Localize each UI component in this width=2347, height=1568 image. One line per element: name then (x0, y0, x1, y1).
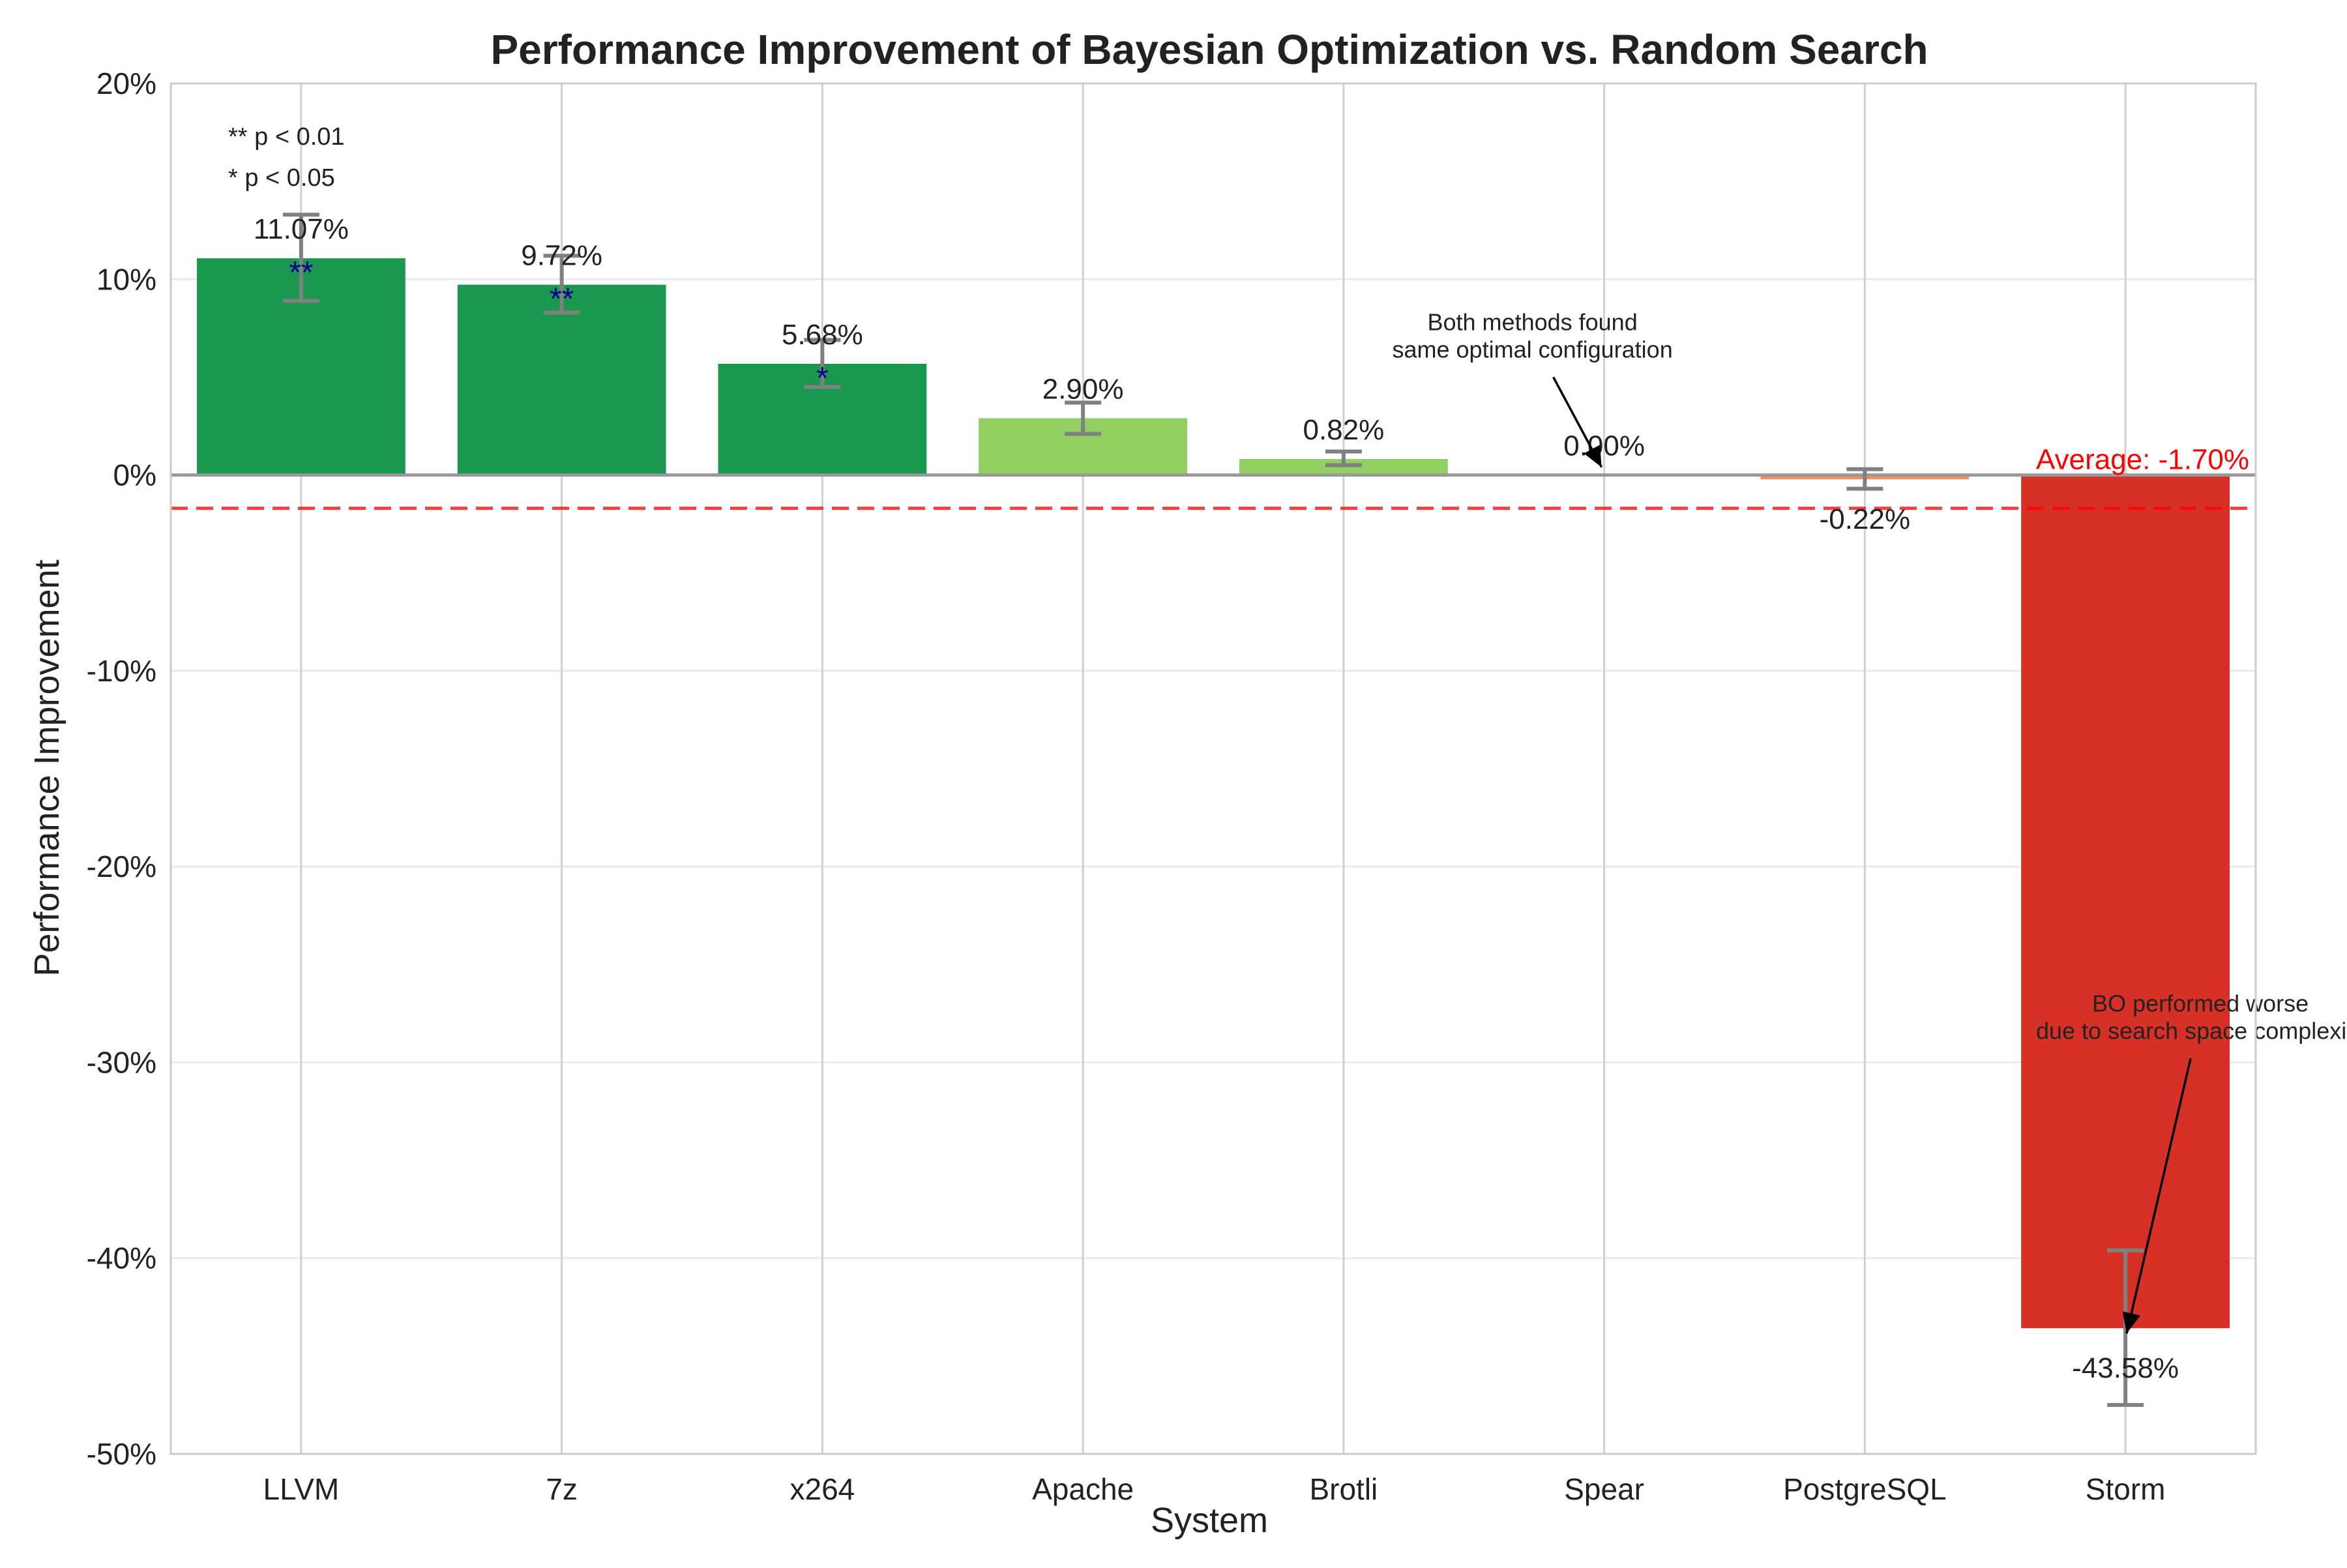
bar (2021, 475, 2230, 1329)
significance-legend-2: * p < 0.05 (228, 164, 335, 192)
labels-layer: Average: -1.70% 11.07% 9.72% 5.68% 2.90% 0.82… (254, 213, 2249, 1384)
x-tick-label: LLVM (263, 1472, 339, 1506)
x-tick-label: Storm (2086, 1472, 2166, 1506)
chart-title: Performance Improvement of Bayesian Opti… (490, 26, 1928, 73)
x-axis-label: System (1151, 1501, 1268, 1540)
annotation-text: same optimal configuration (1393, 336, 1673, 362)
bars-layer (171, 258, 2256, 1329)
error-bars-layer (282, 213, 2144, 1407)
x-tick-label: Spear (1564, 1472, 1644, 1506)
bar-value-label: 0.00% (1563, 430, 1645, 462)
significance-marker: ** (289, 256, 313, 290)
bar-value-label: 11.07% (254, 213, 349, 245)
y-tick-label: 0% (113, 458, 156, 492)
x-tick-label: 7z (546, 1472, 578, 1506)
y-tick-label: -50% (87, 1437, 156, 1471)
grid-layer (171, 82, 2256, 1455)
annotation-text: Both methods found (1428, 308, 1638, 335)
average-label: Average: -1.70% (2036, 444, 2249, 476)
bar-value-label: 0.82% (1303, 414, 1384, 446)
y-tick-label: 20% (96, 67, 156, 100)
annotation-text: due to search space complexity (2036, 1017, 2347, 1044)
x-tick-label: PostgreSQL (1783, 1472, 1947, 1506)
plot-frame (170, 82, 2257, 1455)
y-tick-label: -40% (87, 1241, 156, 1275)
bar-value-label: -43.58% (2072, 1352, 2179, 1384)
x-tick-label: x264 (790, 1472, 855, 1506)
y-tick-label: -10% (87, 654, 156, 688)
bar-value-label: 2.90% (1042, 373, 1124, 405)
significance-marker: * (816, 361, 829, 396)
bar-value-label: -0.22% (1820, 503, 1910, 535)
annotation-text: BO performed worse (2092, 990, 2309, 1016)
bar-value-label: 9.72% (521, 240, 602, 272)
y-tick-label: -20% (87, 850, 156, 883)
significance-legend-1: ** p < 0.01 (228, 123, 345, 151)
y-tick-label: 10% (96, 262, 156, 296)
x-tick-label: Apache (1032, 1472, 1134, 1506)
annotation-arrow (2122, 1058, 2192, 1334)
y-axis-label: Performance Improvement (27, 559, 66, 976)
axes-layer: 20% 10% 0% -10% -20% -30% -40% -50% LLVM 7z x264 Ap… (87, 67, 2257, 1506)
significance-marker: ** (550, 282, 574, 317)
x-tick-label: Brotli (1309, 1472, 1378, 1506)
bar (457, 284, 666, 475)
bar-value-label: 5.68% (782, 319, 863, 351)
y-tick-label: -30% (87, 1045, 156, 1079)
annotation-arrow (1552, 376, 1603, 468)
